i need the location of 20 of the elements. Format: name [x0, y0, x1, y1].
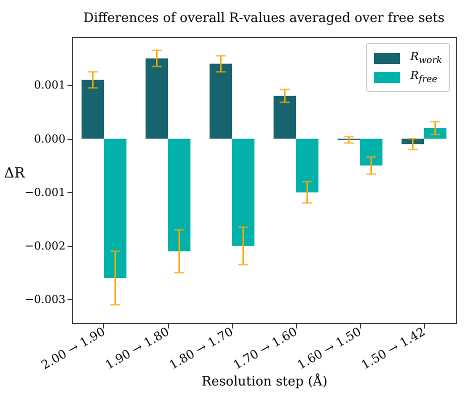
bar [296, 138, 318, 192]
bar [232, 138, 254, 246]
y-tick-label: −0.003 [24, 292, 66, 306]
legend-label: R$_{free}$ [410, 69, 438, 86]
chart-title: Differences of overall R-values averaged over free sets [83, 11, 445, 26]
legend-label: R$_{work}$ [410, 50, 442, 66]
bar [424, 128, 446, 139]
y-tick-label: 0.000 [34, 132, 66, 146]
y-axis-title: ΔR [4, 166, 26, 182]
bar [146, 58, 168, 139]
bar [360, 138, 382, 166]
bar [210, 64, 232, 139]
bar [274, 96, 296, 139]
bar [104, 138, 126, 278]
y-tick-label: −0.002 [24, 239, 66, 252]
y-tick-label: 0.001 [34, 78, 66, 92]
bar [168, 138, 190, 252]
y-tick-label: −0.001 [24, 186, 66, 199]
bar [82, 80, 104, 139]
x-axis-title: Resolution step (Å) [202, 372, 328, 390]
